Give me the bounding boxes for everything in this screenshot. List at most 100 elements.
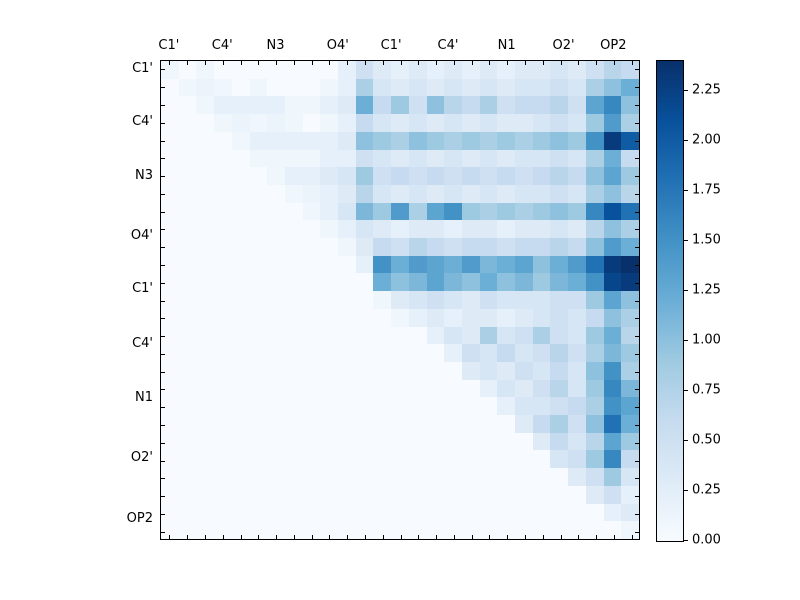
heatmap-cell [373, 167, 392, 185]
axis-tick [635, 336, 639, 338]
axis-tick [507, 61, 509, 65]
axis-tick [635, 229, 639, 231]
heatmap-cell [497, 184, 516, 203]
heatmap-cell [408, 503, 427, 522]
heatmap-cell [267, 432, 285, 451]
axis-tick [635, 140, 639, 142]
heatmap-cell [408, 96, 427, 115]
heatmap-cell [497, 149, 516, 168]
heatmap-cell [178, 238, 197, 256]
axis-tick [161, 407, 165, 409]
colorbar-tick-label: 1.75 [692, 182, 721, 198]
heatmap-cell [267, 450, 285, 469]
heatmap-cell [568, 344, 586, 362]
heatmap-cell [338, 450, 356, 469]
heatmap-cell [515, 503, 533, 522]
heatmap-cell [585, 61, 604, 79]
heatmap-cell [284, 255, 303, 274]
heatmap-cell [391, 184, 409, 203]
heatmap-cell [338, 114, 356, 132]
heatmap-cell [444, 379, 462, 398]
axis-tick [635, 424, 639, 426]
colorbar-tick-label: 0.75 [692, 382, 721, 398]
heatmap-cell [196, 78, 215, 97]
heatmap-cell [568, 326, 586, 345]
axis-tick [161, 460, 165, 462]
heatmap-cell [373, 78, 392, 97]
heatmap-cell [568, 361, 586, 380]
x-tick-label: N3 [266, 38, 285, 53]
y-tick-label: N1 [135, 389, 153, 405]
heatmap-cell [161, 344, 179, 362]
heatmap-cell [302, 326, 321, 345]
heatmap-cell [178, 415, 197, 433]
heatmap-cell [461, 78, 480, 97]
heatmap-cell [461, 503, 480, 522]
heatmap-cell [178, 114, 197, 132]
heatmap-cell [355, 415, 374, 433]
heatmap-cell [585, 379, 604, 398]
heatmap-cell [391, 361, 409, 380]
axis-tick [635, 513, 639, 515]
colorbar-tick-label: 1.00 [692, 332, 721, 348]
heatmap-cell [568, 96, 586, 115]
heatmap-cell [497, 432, 516, 451]
heatmap-cell [196, 432, 215, 451]
heatmap-cell [373, 131, 392, 150]
heatmap-cell [355, 308, 374, 327]
heatmap-cell [426, 238, 445, 256]
heatmap-cell [497, 468, 516, 486]
heatmap-cell [267, 503, 285, 522]
heatmap-cell [338, 415, 356, 433]
axis-tick [161, 176, 165, 178]
heatmap-cell [214, 468, 232, 486]
heatmap-cell [161, 450, 179, 469]
heatmap-cell [391, 326, 409, 345]
heatmap-cell [161, 308, 179, 327]
heatmap-cell [338, 220, 356, 239]
heatmap-cell [515, 485, 533, 504]
heatmap-cell [426, 167, 445, 185]
heatmap-cell [196, 379, 215, 398]
heatmap-cell [391, 273, 409, 292]
heatmap-cell [497, 326, 516, 345]
heatmap-cell [550, 432, 569, 451]
heatmap-cell [249, 131, 268, 150]
heatmap-cell [373, 308, 392, 327]
axis-tick [635, 478, 639, 480]
heatmap-cell [178, 149, 197, 168]
heatmap-cell [585, 344, 604, 362]
heatmap-cell [515, 255, 533, 274]
heatmap-cell [231, 397, 250, 416]
heatmap-cell [178, 184, 197, 203]
heatmap-cell [178, 326, 197, 345]
heatmap-cell [178, 202, 197, 221]
heatmap-cell [568, 184, 586, 203]
heatmap-cell [444, 149, 462, 168]
heatmap-cell [214, 291, 232, 309]
heatmap-cell [320, 96, 339, 115]
heatmap-cell [515, 450, 533, 469]
heatmap-cell [408, 308, 427, 327]
heatmap-cell [196, 167, 215, 185]
heatmap-cell [338, 167, 356, 185]
heatmap-cell [302, 149, 321, 168]
heatmap-cell [355, 61, 374, 79]
heatmap-cell [284, 397, 303, 416]
heatmap-cell [479, 220, 498, 239]
heatmap-cell [426, 202, 445, 221]
heatmap-cell [196, 202, 215, 221]
heatmap-cell [284, 468, 303, 486]
heatmap-cell [338, 149, 356, 168]
heatmap-cell [320, 61, 339, 79]
axis-tick [560, 61, 562, 65]
axis-tick [635, 353, 639, 355]
heatmap-cell [338, 485, 356, 504]
heatmap-cell [267, 468, 285, 486]
heatmap-cell [373, 379, 392, 398]
heatmap-cell [568, 202, 586, 221]
heatmap-cell [621, 114, 639, 132]
axis-tick [635, 193, 639, 195]
y-tick-label: C4' [132, 336, 153, 352]
heatmap-cell [249, 397, 268, 416]
